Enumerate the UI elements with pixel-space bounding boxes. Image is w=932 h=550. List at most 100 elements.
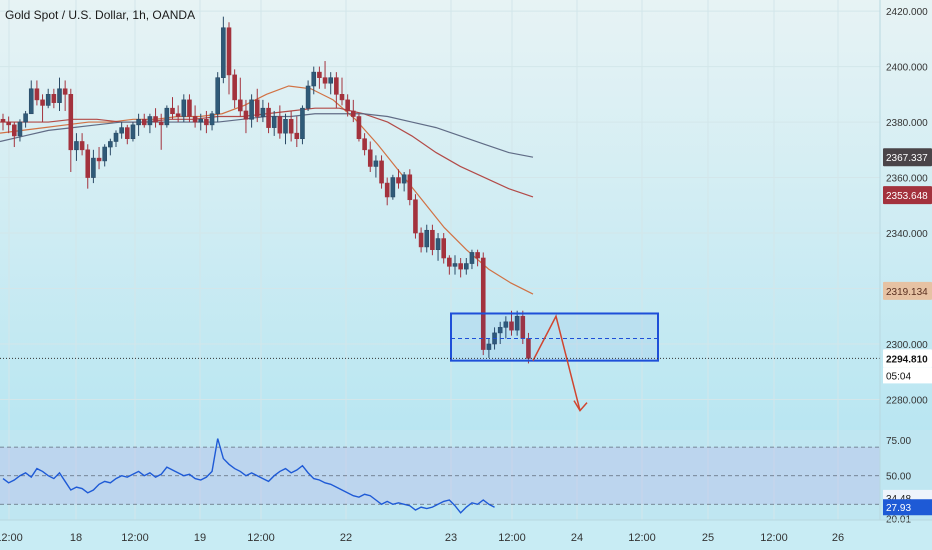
candle-up <box>514 315 520 331</box>
candle-down <box>12 124 17 137</box>
candle-down <box>6 121 11 126</box>
candle-up <box>463 263 469 270</box>
candle-down <box>175 113 181 117</box>
price-tick-label: 2340.000 <box>886 229 928 240</box>
candle-up <box>249 99 254 120</box>
price-tick-label: 2280.000 <box>886 395 928 406</box>
candle-down <box>34 88 40 101</box>
candle-down <box>475 252 480 259</box>
candle-up <box>28 88 34 115</box>
candle-down <box>367 149 373 167</box>
candle-up <box>221 27 226 78</box>
rsi-badge <box>883 499 932 516</box>
rsi-band <box>0 447 880 505</box>
candle-down <box>40 99 45 106</box>
countdown-badge <box>883 367 932 384</box>
candle-up <box>486 343 492 350</box>
candle-up <box>23 113 28 123</box>
time-tick-label: 22 <box>340 532 352 544</box>
candle-up <box>102 146 107 162</box>
candle-up <box>181 99 187 117</box>
candle-down <box>294 132 300 140</box>
candle-down <box>339 94 345 101</box>
candle-up <box>198 118 204 123</box>
candle-up <box>119 127 124 134</box>
time-tick-label: 12:00 <box>0 532 23 544</box>
candle-down <box>0 118 6 123</box>
candle-down <box>509 321 514 331</box>
candle-down <box>226 27 232 76</box>
candle-up <box>209 113 215 126</box>
candle-up <box>300 107 305 140</box>
consolidation-box <box>450 312 659 362</box>
candle-up <box>147 116 153 126</box>
candle-down <box>441 238 447 259</box>
price-tick-label: 2400.000 <box>886 63 928 74</box>
candle-down <box>125 127 130 140</box>
price-tick-label: 2420.000 <box>886 7 928 18</box>
candle-up <box>130 124 136 140</box>
candle-down <box>413 199 418 234</box>
candle-down <box>170 107 175 115</box>
candle-down <box>317 71 322 78</box>
time-axis-background <box>0 520 932 550</box>
candle-up <box>311 71 317 87</box>
candle-down <box>187 99 192 117</box>
candle-up <box>435 238 441 250</box>
candle-down <box>266 107 271 128</box>
time-tick-label: 12:00 <box>628 532 656 544</box>
candle-down <box>85 149 91 178</box>
candle-up <box>328 77 334 84</box>
candle-down <box>480 257 486 350</box>
price-badge <box>883 281 932 300</box>
time-tick-label: 12:00 <box>247 532 275 544</box>
candle-up <box>401 174 407 184</box>
price-badge-label: 2319.134 <box>886 287 928 298</box>
candle-down <box>153 116 158 123</box>
candle-up <box>215 77 220 115</box>
candle-down <box>384 182 390 198</box>
moving-average-fast-line <box>0 85 534 295</box>
candle-up <box>373 160 379 167</box>
projection-arrow <box>532 314 581 411</box>
candle-down <box>379 160 384 184</box>
main-pane-background <box>0 0 932 430</box>
price-badge <box>883 349 932 368</box>
candle-down <box>458 263 463 270</box>
candle-up <box>271 116 277 128</box>
candle-down <box>68 94 74 151</box>
candle-up <box>57 88 62 103</box>
time-tick-label: 12:00 <box>760 532 788 544</box>
candle-down <box>362 138 367 151</box>
candle-down <box>407 174 413 201</box>
candle-down <box>396 177 401 184</box>
time-tick-label: 25 <box>702 532 714 544</box>
candle-down <box>158 121 164 126</box>
price-badge-label: 2294.810 <box>886 354 928 365</box>
candle-up <box>113 132 119 142</box>
rsi-pane-background <box>0 430 932 530</box>
candle-up <box>305 85 311 109</box>
candle-down <box>62 88 68 95</box>
candle-down <box>447 257 452 267</box>
candle-up <box>108 141 113 148</box>
candle-down <box>204 118 209 126</box>
price-tick-label: 2360.000 <box>886 174 928 185</box>
annotations <box>0 312 880 412</box>
rsi-indicator <box>0 438 880 514</box>
candle-down <box>277 116 283 134</box>
price-badge-label: 2353.648 <box>886 191 928 202</box>
candle-down <box>430 229 435 250</box>
projection-arrowhead <box>573 400 588 412</box>
candle-down <box>288 118 294 134</box>
time-tick-label: 12:00 <box>498 532 526 544</box>
time-tick-label: 12:00 <box>121 532 149 544</box>
time-tick-label: 18 <box>70 532 82 544</box>
rsi-tick-label: 75.00 <box>886 436 911 447</box>
candlestick-series <box>0 16 531 364</box>
time-tick-label: 24 <box>571 532 583 544</box>
candle-down <box>96 157 102 162</box>
candle-down <box>350 110 356 117</box>
